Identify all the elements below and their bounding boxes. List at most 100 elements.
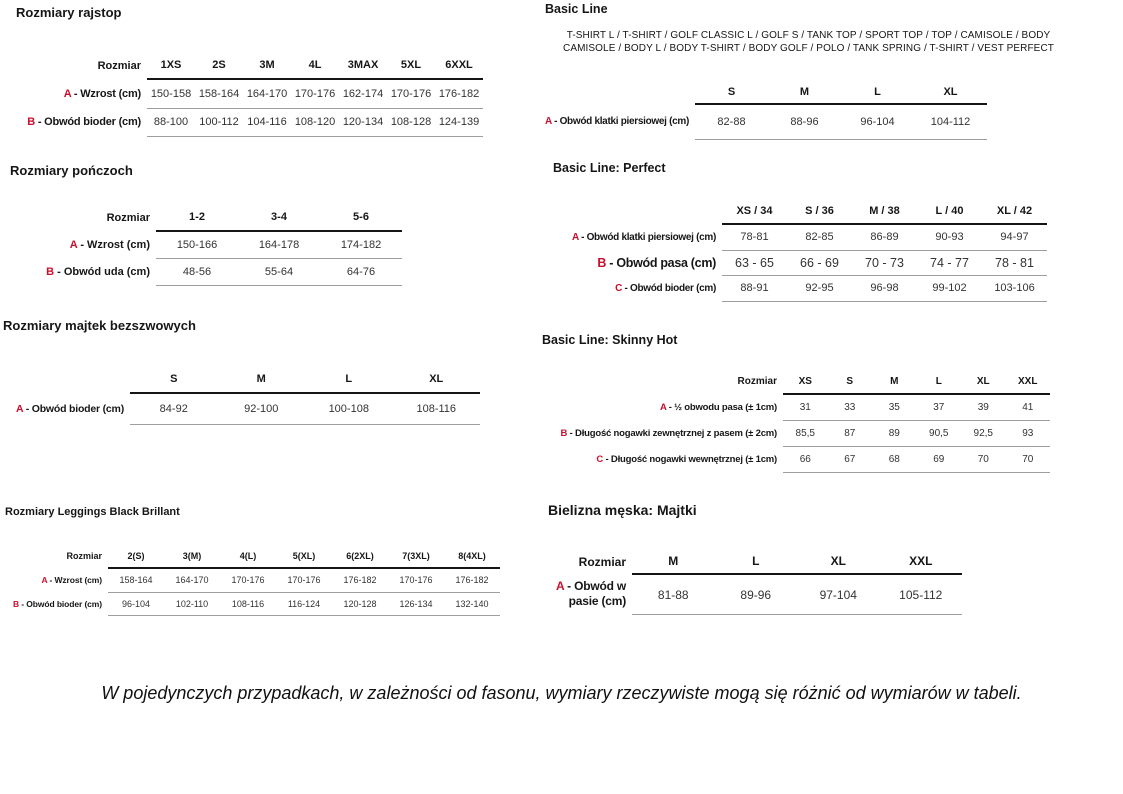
measurement-label: A - Obwód w pasie (cm) bbox=[555, 578, 626, 609]
dimension-letter: A bbox=[572, 231, 579, 243]
measurement-value: 176-182 bbox=[435, 79, 483, 109]
measurement-value: 124-139 bbox=[435, 108, 483, 137]
measurement-label: B - Obwód pasa (cm) bbox=[597, 255, 716, 270]
size-table-basic-line-skinny-hot: Rozmiar XS S M L XL XXL A - ½ obwodu pasa (± 1c… bbox=[538, 369, 1050, 473]
size-column-header: XS / 34 bbox=[722, 199, 787, 225]
basic-line-products-list: T-SHIRT L / T-SHIRT / GOLF CLASSIC L / G… bbox=[563, 30, 1054, 54]
dimension-letter: A bbox=[69, 238, 78, 251]
measurement-value: 164-178 bbox=[238, 231, 320, 259]
measurement-value: 85,5 bbox=[783, 420, 828, 447]
measurement-value: 150-166 bbox=[156, 231, 238, 259]
header-row: XS / 34 S / 36 M / 38 L / 40 XL / 42 bbox=[526, 199, 1047, 225]
dimension-letter: A bbox=[555, 578, 564, 593]
measurement-value: 164-170 bbox=[243, 79, 291, 109]
dimension-letter: C bbox=[615, 282, 622, 294]
size-column-header: 5(XL) bbox=[276, 544, 332, 569]
measurement-row: A - Obwód klatki piersiowej (cm) 82-88 88-… bbox=[515, 104, 987, 140]
dimension-letter: B bbox=[46, 266, 55, 278]
size-column-header: S / 36 bbox=[787, 199, 852, 225]
measurement-value: 55-64 bbox=[238, 258, 320, 286]
dimension-letter: A bbox=[41, 575, 48, 585]
measurement-value: 92-100 bbox=[217, 393, 305, 425]
measurement-row: A - Obwód w pasie (cm) 81-88 89-96 97-104 10… bbox=[545, 574, 962, 615]
measurement-label: B - Długość nogawki zewnętrznej z pasem … bbox=[560, 428, 778, 439]
measurement-value: 126-134 bbox=[388, 592, 444, 616]
size-column-header: L bbox=[714, 549, 797, 575]
size-column-header: 3(M) bbox=[164, 544, 220, 569]
measurement-value: 41 bbox=[1005, 394, 1050, 421]
measurement-value: 33 bbox=[827, 394, 872, 421]
size-column-header: XL / 42 bbox=[982, 199, 1047, 225]
measurement-label: C - Długość nogawki wewnętrznej (± 1cm) bbox=[596, 454, 777, 465]
measurement-value: 84-92 bbox=[130, 393, 218, 425]
dimension-letter: B bbox=[12, 598, 19, 609]
measurement-value: 37 bbox=[916, 394, 961, 421]
size-column-header: M bbox=[217, 366, 305, 394]
measurement-value: 103-106 bbox=[982, 275, 1047, 302]
measurement-value: 150-158 bbox=[147, 79, 195, 109]
measurement-value: 96-104 bbox=[108, 592, 164, 616]
measurement-label: A - Wzrost (cm) bbox=[69, 238, 150, 251]
measurement-value: 100-108 bbox=[305, 393, 393, 425]
size-column-header: S bbox=[695, 80, 768, 105]
measurement-value: 93 bbox=[1005, 420, 1050, 447]
measurement-value: 158-164 bbox=[108, 568, 164, 593]
measurement-value: 86-89 bbox=[852, 224, 917, 251]
measurement-value: 104-116 bbox=[243, 108, 291, 137]
measurement-value: 89-96 bbox=[714, 574, 797, 615]
measurement-value: 108-116 bbox=[220, 592, 276, 616]
measurement-value: 66 bbox=[783, 446, 828, 473]
measurement-value: 70 bbox=[1005, 446, 1050, 473]
measurement-row: C - Długość nogawki wewnętrznej (± 1cm) 6… bbox=[538, 446, 1050, 473]
size-table-bielizna-meska-majtki: Rozmiar M L XL XXL A - Obwód w pasie (cm) 81-8… bbox=[545, 549, 962, 615]
measurement-value: 90,5 bbox=[916, 420, 961, 447]
measurement-value: 39 bbox=[961, 394, 1006, 421]
table-title-basic-line-perfect: Basic Line: Perfect bbox=[553, 161, 666, 175]
measurement-value: 164-170 bbox=[164, 568, 220, 593]
size-column-header: XS bbox=[783, 369, 828, 395]
measurement-value: 104-112 bbox=[914, 104, 987, 140]
table-title-ponczochy: Rozmiary pończoch bbox=[10, 163, 133, 178]
size-column-header: L bbox=[841, 80, 914, 105]
size-column-header: 5XL bbox=[387, 52, 435, 80]
measurement-value: 162-174 bbox=[339, 79, 387, 109]
measurement-label: A - ½ obwodu pasa (± 1cm) bbox=[659, 401, 777, 413]
dimension-letter: A bbox=[16, 402, 23, 415]
measurement-value: 88-100 bbox=[147, 108, 195, 137]
size-column-header: 4L bbox=[291, 52, 339, 80]
measurement-row: A - Wzrost (cm) 150-166 164-178 174-182 bbox=[8, 231, 402, 259]
measurement-label: A - Obwód klatki piersiowej (cm) bbox=[572, 231, 716, 243]
measurement-value: 132-140 bbox=[444, 592, 500, 616]
measurement-value: 64-76 bbox=[320, 258, 402, 286]
measurement-row: B - Obwód bioder (cm) 96-104 102-110 108-11… bbox=[6, 592, 500, 616]
measurement-value: 35 bbox=[872, 394, 917, 421]
measurement-label: C - Obwód bioder (cm) bbox=[615, 282, 716, 294]
size-column-header: XL bbox=[914, 80, 987, 105]
size-column-header: 3-4 bbox=[238, 204, 320, 232]
table-title-basic-line-skinny-hot: Basic Line: Skinny Hot bbox=[542, 333, 678, 347]
measurement-value: 108-120 bbox=[291, 108, 339, 137]
table-title-rajstop: Rozmiary rajstop bbox=[16, 5, 122, 20]
measurement-value: 88-91 bbox=[722, 275, 787, 302]
measurement-value: 120-134 bbox=[339, 108, 387, 137]
size-column-header: XL bbox=[961, 369, 1006, 395]
measurement-value: 68 bbox=[872, 446, 917, 473]
dimension-letter: A bbox=[63, 87, 72, 100]
size-header-label bbox=[515, 80, 695, 104]
measurement-value: 108-116 bbox=[392, 393, 480, 425]
size-table-basic-line: S M L XL A - Obwód klatki piersiowej (cm) 82-… bbox=[515, 80, 987, 140]
footer-note: W pojedynczych przypadkach, w zależności… bbox=[101, 683, 1022, 703]
size-column-header: XL bbox=[392, 366, 480, 394]
size-column-header: 8(4XL) bbox=[444, 544, 500, 569]
size-column-header: M / 38 bbox=[852, 199, 917, 225]
size-table-ponczochy: Rozmiar 1-2 3-4 5-6 A - Wzrost (cm) 150-166 16… bbox=[8, 204, 402, 286]
dimension-letter: A bbox=[659, 401, 667, 413]
measurement-value: 88-96 bbox=[768, 104, 841, 140]
header-row: S M L XL bbox=[0, 366, 480, 394]
measurement-value: 48-56 bbox=[156, 258, 238, 286]
dimension-letter: B bbox=[27, 116, 35, 129]
measurement-value: 74 - 77 bbox=[917, 250, 982, 276]
measurement-row: A - Obwód bioder (cm) 84-92 92-100 100-108 1… bbox=[0, 393, 480, 425]
size-column-header: 3MAX bbox=[339, 52, 387, 80]
measurement-value: 108-128 bbox=[387, 108, 435, 137]
